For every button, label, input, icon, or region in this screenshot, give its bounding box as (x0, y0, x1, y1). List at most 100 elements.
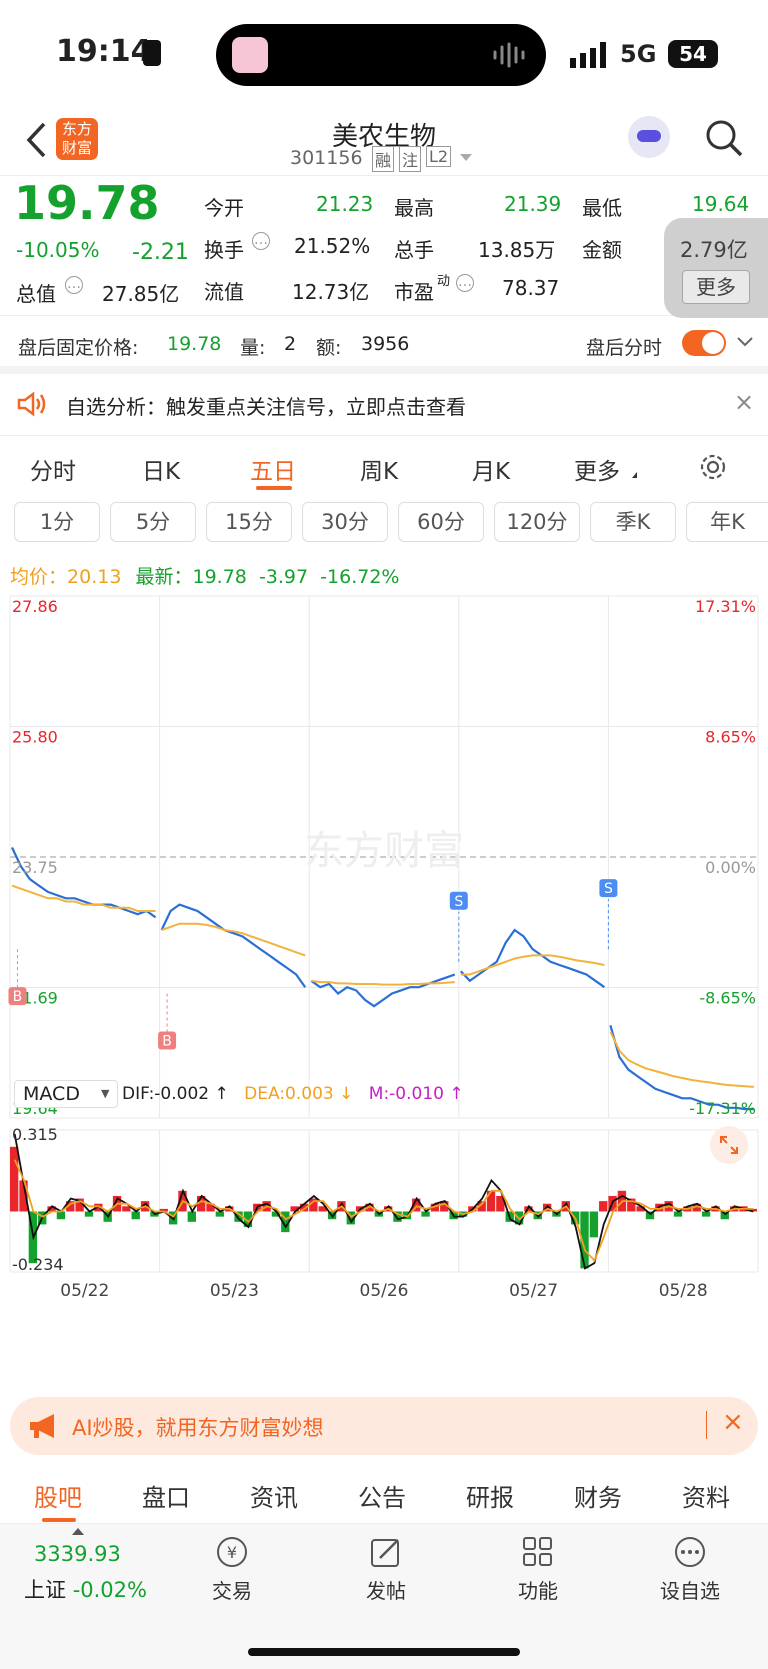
pe-sup: 动 (437, 274, 451, 289)
latest-value: 19.78 (192, 566, 247, 588)
add-watchlist-label: 设自选 (660, 1579, 720, 1603)
tab-five-day[interactable]: 五日 (250, 459, 296, 485)
index-line[interactable]: 上证 -0.02% (24, 1574, 147, 1604)
amount-value: 2.79亿 (680, 238, 748, 262)
period-year-k[interactable]: 年K (686, 502, 768, 542)
more-overlay[interactable]: 2.79亿 更多 (664, 218, 768, 318)
back-icon[interactable] (24, 120, 48, 160)
tag-margin: 融 (372, 146, 395, 172)
macd-hist-bar (636, 1206, 645, 1212)
macd-hist-bar (197, 1195, 206, 1212)
macd-hist-bar (599, 1201, 608, 1212)
period-15min[interactable]: 15分 (206, 502, 292, 542)
chart-area[interactable]: 均价：20.13 最新：19.78 -3.97 -16.72% 东方财富 27.8… (0, 548, 768, 1388)
functions-button[interactable]: 功能 (488, 1534, 588, 1604)
promo-banner[interactable]: AI炒股，就用东方财富妙想 × (10, 1397, 758, 1455)
five-day-chart[interactable]: 东方财富27.8625.8023.7521.6919.6417.31%8.65%… (0, 548, 768, 1388)
index-change: -0.02% (72, 1578, 147, 1602)
dropdown-icon[interactable] (460, 154, 472, 161)
settings-gear-icon[interactable] (698, 452, 728, 482)
period-60min[interactable]: 60分 (398, 502, 484, 542)
macd-m: M:-0.010 ↑ (368, 1084, 464, 1104)
period-120min[interactable]: 120分 (494, 502, 580, 542)
macd-hist-bar (84, 1211, 94, 1217)
trade-marker-badge (449, 891, 468, 910)
macd-hist-bar (66, 1201, 75, 1212)
macd-hist-bar (402, 1211, 412, 1220)
x-tick-label: 05/27 (509, 1281, 558, 1301)
macd-hist-bar (75, 1198, 84, 1212)
macd-selector[interactable]: MACD ▼ (14, 1080, 118, 1108)
x-tick-label: 05/28 (659, 1281, 708, 1301)
macd-dif: DIF:-0.002 ↑ (122, 1084, 229, 1104)
tab-monthly-k[interactable]: 月K (472, 459, 511, 485)
expand-icon[interactable] (710, 1126, 748, 1164)
macd-name: MACD (23, 1083, 80, 1105)
alert-bar[interactable]: 自选分析：触发重点关注信号，立即点击查看 × (0, 374, 768, 436)
macd-hist-bar (215, 1211, 225, 1217)
macd-dif-line (13, 1133, 754, 1270)
close-icon[interactable]: × (722, 1407, 744, 1437)
functions-label: 功能 (518, 1579, 558, 1603)
promo-text: AI炒股，就用东方财富妙想 (72, 1416, 324, 1440)
tab-intraday[interactable]: 分时 (30, 459, 76, 485)
info-icon[interactable]: … (456, 274, 474, 292)
period-5min[interactable]: 5分 (110, 502, 196, 542)
tag-registered: 注 (399, 146, 422, 172)
chevron-down-icon[interactable] (736, 336, 754, 348)
tab-more[interactable]: 更多 (574, 459, 620, 485)
app-logo: 东方财富 (56, 118, 98, 160)
tab-underline (42, 1518, 76, 1522)
tab-news[interactable]: 资讯 (250, 1484, 298, 1512)
info-icon[interactable]: … (252, 232, 270, 250)
tab-announcements[interactable]: 公告 (358, 1484, 406, 1512)
more-button[interactable]: 更多 (682, 270, 750, 304)
trade-button[interactable]: ¥ 交易 (182, 1534, 282, 1604)
tab-daily-k[interactable]: 日K (142, 459, 181, 485)
period-1min[interactable]: 1分 (14, 502, 100, 542)
macd-hist-bar (645, 1211, 655, 1220)
macd-hist-bar (299, 1203, 309, 1212)
info-icon[interactable]: … (65, 276, 83, 294)
latest-label: 最新： (135, 566, 193, 588)
tab-pankou[interactable]: 盘口 (142, 1484, 190, 1512)
index-value[interactable]: 3339.93 (34, 1542, 121, 1566)
post-button[interactable]: 发帖 (336, 1534, 436, 1604)
after-hours-amt-label: 额: (316, 337, 342, 359)
x-tick-label: 05/26 (360, 1281, 409, 1301)
add-watchlist-button[interactable]: 设自选 (640, 1534, 740, 1604)
macd-hist-bar (271, 1211, 281, 1217)
turnover-value: 21.52% (294, 234, 371, 258)
search-icon[interactable] (704, 118, 744, 158)
trade-marker-badge (599, 879, 618, 898)
open-value: 21.23 (316, 192, 374, 216)
low-label: 最低 (582, 196, 622, 220)
macd-hist-bar (122, 1206, 131, 1212)
macd-hist-bar (10, 1146, 19, 1212)
macd-dea: DEA:0.003 ↓ (244, 1084, 354, 1104)
tab-guba[interactable]: 股吧 (34, 1484, 82, 1512)
app-thumbnail-icon (232, 37, 268, 73)
macd-hist-bar (589, 1211, 599, 1238)
post-label: 发帖 (366, 1579, 406, 1603)
tab-research[interactable]: 研报 (466, 1484, 514, 1512)
tab-financials[interactable]: 财务 (574, 1484, 622, 1512)
avg-line (609, 1031, 755, 1088)
bottom-dock: 3339.93 上证 -0.02% ¥ 交易 发帖 功能 设自选 (0, 1524, 768, 1669)
info-tabs: 股吧 盘口 资讯 公告 研报 财务 资料 (0, 1462, 768, 1524)
tab-profile[interactable]: 资料 (682, 1484, 730, 1512)
tab-weekly-k[interactable]: 周K (360, 459, 399, 485)
open-label: 今开 (204, 196, 244, 220)
period-quarter-k[interactable]: 季K (590, 502, 676, 542)
audio-wave-icon (493, 42, 525, 68)
avg-label: 均价： (10, 566, 68, 588)
ai-assistant-icon[interactable] (628, 116, 670, 158)
watermark: 东方财富 (304, 828, 464, 874)
signal-icon (570, 42, 606, 68)
macd-hist-bar (486, 1190, 496, 1212)
macd-hist-bar (187, 1211, 196, 1222)
close-icon[interactable]: × (734, 388, 755, 416)
after-hours-toggle[interactable] (682, 330, 726, 356)
period-30min[interactable]: 30分 (302, 502, 388, 542)
y-tick-right: 0.00% (705, 858, 756, 877)
